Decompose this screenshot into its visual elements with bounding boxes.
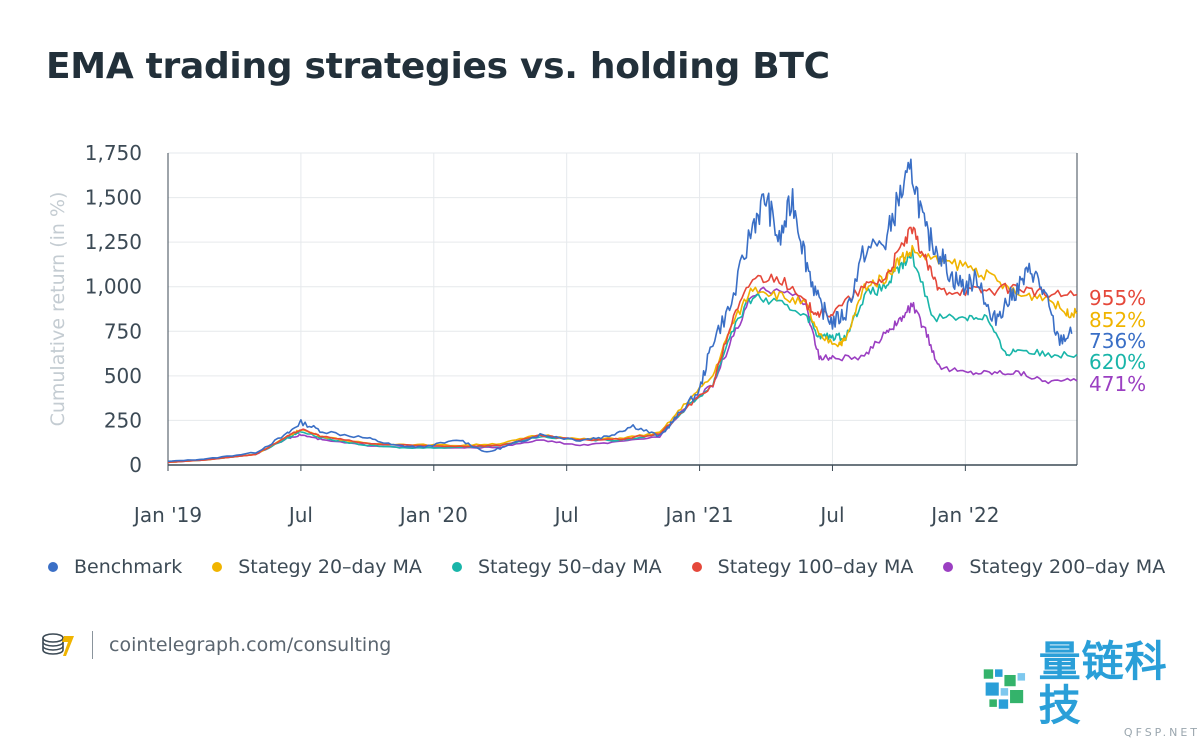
end-value-label: 471% bbox=[1089, 372, 1146, 396]
footer: cointelegraph.com/consulting bbox=[40, 630, 391, 660]
y-tick-label: 1,000 bbox=[85, 275, 142, 299]
legend-label: Benchmark bbox=[74, 556, 183, 578]
legend-item-benchmark[interactable]: Benchmark bbox=[48, 556, 182, 578]
watermark-logo-icon bbox=[983, 668, 1026, 709]
legend-dot-icon bbox=[691, 562, 702, 572]
x-tick-label: Jan '19 bbox=[132, 503, 202, 527]
y-tick-label: 1,750 bbox=[85, 141, 142, 165]
coins-logo-icon bbox=[42, 633, 74, 656]
legend: Benchmark Stategy 20–day MA Stategy 50–d… bbox=[48, 556, 1195, 578]
chart-title: EMA trading strategies vs. holding BTC bbox=[46, 46, 830, 87]
end-value-label: 736% bbox=[1089, 329, 1146, 353]
legend-label: Stategy 50–day MA bbox=[477, 556, 662, 578]
x-tick-label: Jan '20 bbox=[398, 503, 468, 527]
legend-dot-icon bbox=[943, 562, 954, 572]
y-tick-label: 250 bbox=[104, 408, 142, 432]
series-line-50-day bbox=[167, 248, 1078, 464]
legend-label: Stategy 200–day MA bbox=[969, 556, 1166, 578]
x-tick-label: Jul bbox=[287, 503, 313, 527]
legend-dot-icon bbox=[212, 562, 223, 572]
x-tick-label: Jan '22 bbox=[929, 503, 999, 527]
x-tick-label: Jul bbox=[818, 503, 844, 527]
watermark-chinese-text: 量链科技 bbox=[1038, 637, 1168, 730]
y-tick-label: 750 bbox=[104, 319, 142, 343]
legend-item-20-day[interactable]: Stategy 20–day MA bbox=[212, 556, 422, 578]
watermark-english-text: QFSP.NET bbox=[1123, 726, 1200, 739]
legend-label: Stategy 100–day MA bbox=[717, 556, 914, 578]
footer-divider bbox=[92, 631, 93, 659]
series-line-benchmark bbox=[167, 158, 1073, 463]
series-line-100-day bbox=[167, 226, 1078, 464]
y-tick-label: 500 bbox=[104, 364, 142, 388]
end-value-label: 620% bbox=[1089, 350, 1146, 374]
end-value-label: 852% bbox=[1089, 308, 1146, 332]
y-tick-label: 1,250 bbox=[85, 230, 142, 254]
legend-dot-icon bbox=[451, 562, 462, 572]
x-tick-label: Jan '21 bbox=[664, 503, 734, 527]
line-chart: 0 250 500 750 1,000 1,250 1,500 1,750 Jan '19 Jul… bbox=[47, 141, 1146, 527]
legend-label: Stategy 20–day MA bbox=[238, 556, 422, 578]
series-line-200-day bbox=[167, 286, 1078, 464]
end-value-label: 955% bbox=[1089, 286, 1146, 310]
watermark: 量链科技 QFSP.NET bbox=[980, 640, 1200, 739]
legend-dot-icon bbox=[48, 562, 58, 572]
footer-url[interactable]: cointelegraph.com/consulting bbox=[109, 634, 392, 656]
legend-item-100-day[interactable]: Stategy 100–day MA bbox=[691, 556, 914, 578]
y-tick-label: 0 bbox=[129, 453, 142, 477]
legend-item-50-day[interactable]: Stategy 50–day MA bbox=[451, 556, 662, 578]
x-tick-label: Jul bbox=[553, 503, 579, 527]
y-axis-label: Cumulative return (in %) bbox=[47, 192, 69, 427]
y-tick-label: 1,500 bbox=[85, 186, 142, 210]
legend-item-200-day[interactable]: Stategy 200–day MA bbox=[943, 556, 1165, 578]
